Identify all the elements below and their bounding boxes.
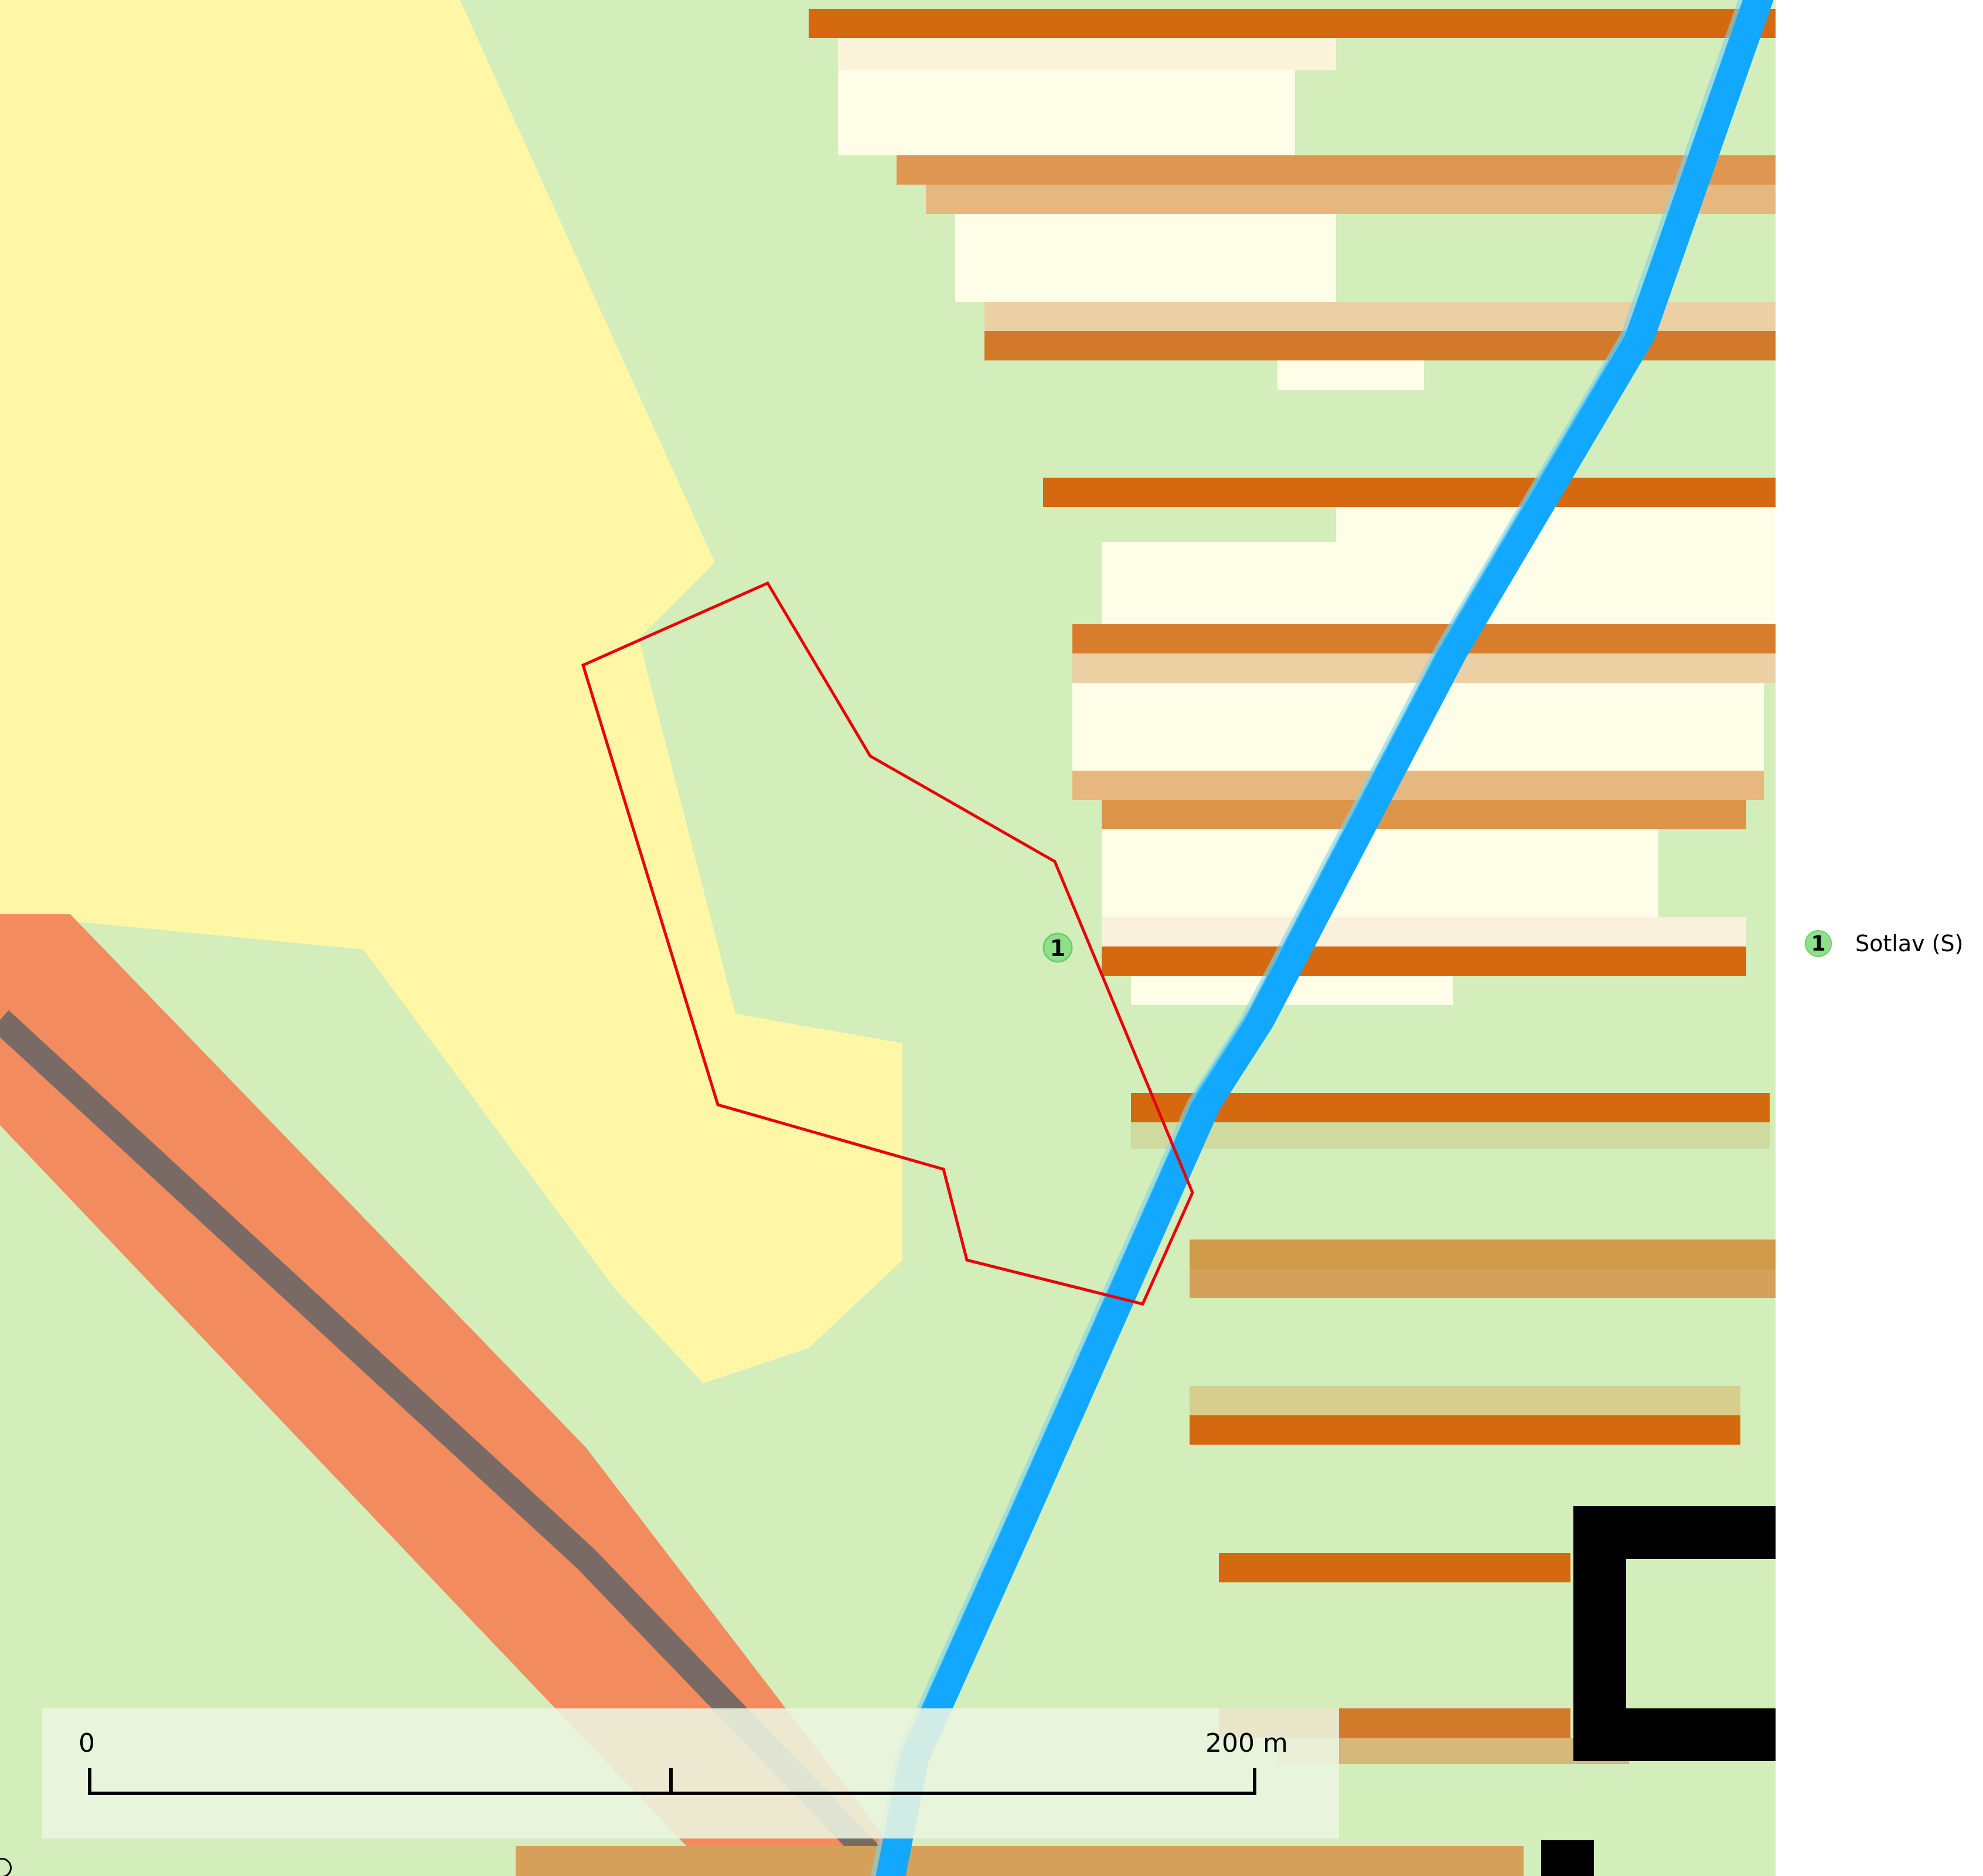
scale-tick-start	[88, 1768, 91, 1795]
parcel-outline	[581, 581, 1194, 1306]
map-canvas[interactable]: 1 0 200 m	[0, 0, 1776, 1876]
parcel-marker-number: 1	[1050, 935, 1065, 961]
building-corner	[1541, 1840, 1594, 1876]
main-road	[0, 914, 914, 1876]
building	[1573, 1506, 1776, 1761]
legend-marker-icon: 1	[1805, 930, 1832, 957]
corner-circle-icon	[0, 1858, 12, 1876]
parcel-marker[interactable]: 1	[1042, 932, 1073, 963]
vineyard-terraces	[516, 9, 1776, 1876]
scale-tick-end	[1253, 1768, 1256, 1795]
map-layers: 1	[0, 0, 1776, 1876]
scale-label-end: 200 m	[1205, 1728, 1288, 1758]
legend-label: Sotlav (S)	[1855, 931, 1964, 956]
scale-label-start: 0	[79, 1728, 95, 1758]
scale-bar: 0 200 m	[42, 1708, 1339, 1838]
scale-tick-middle	[669, 1768, 673, 1795]
field-area	[0, 0, 902, 1383]
legend: 1 Sotlav (S)	[1805, 926, 1963, 961]
